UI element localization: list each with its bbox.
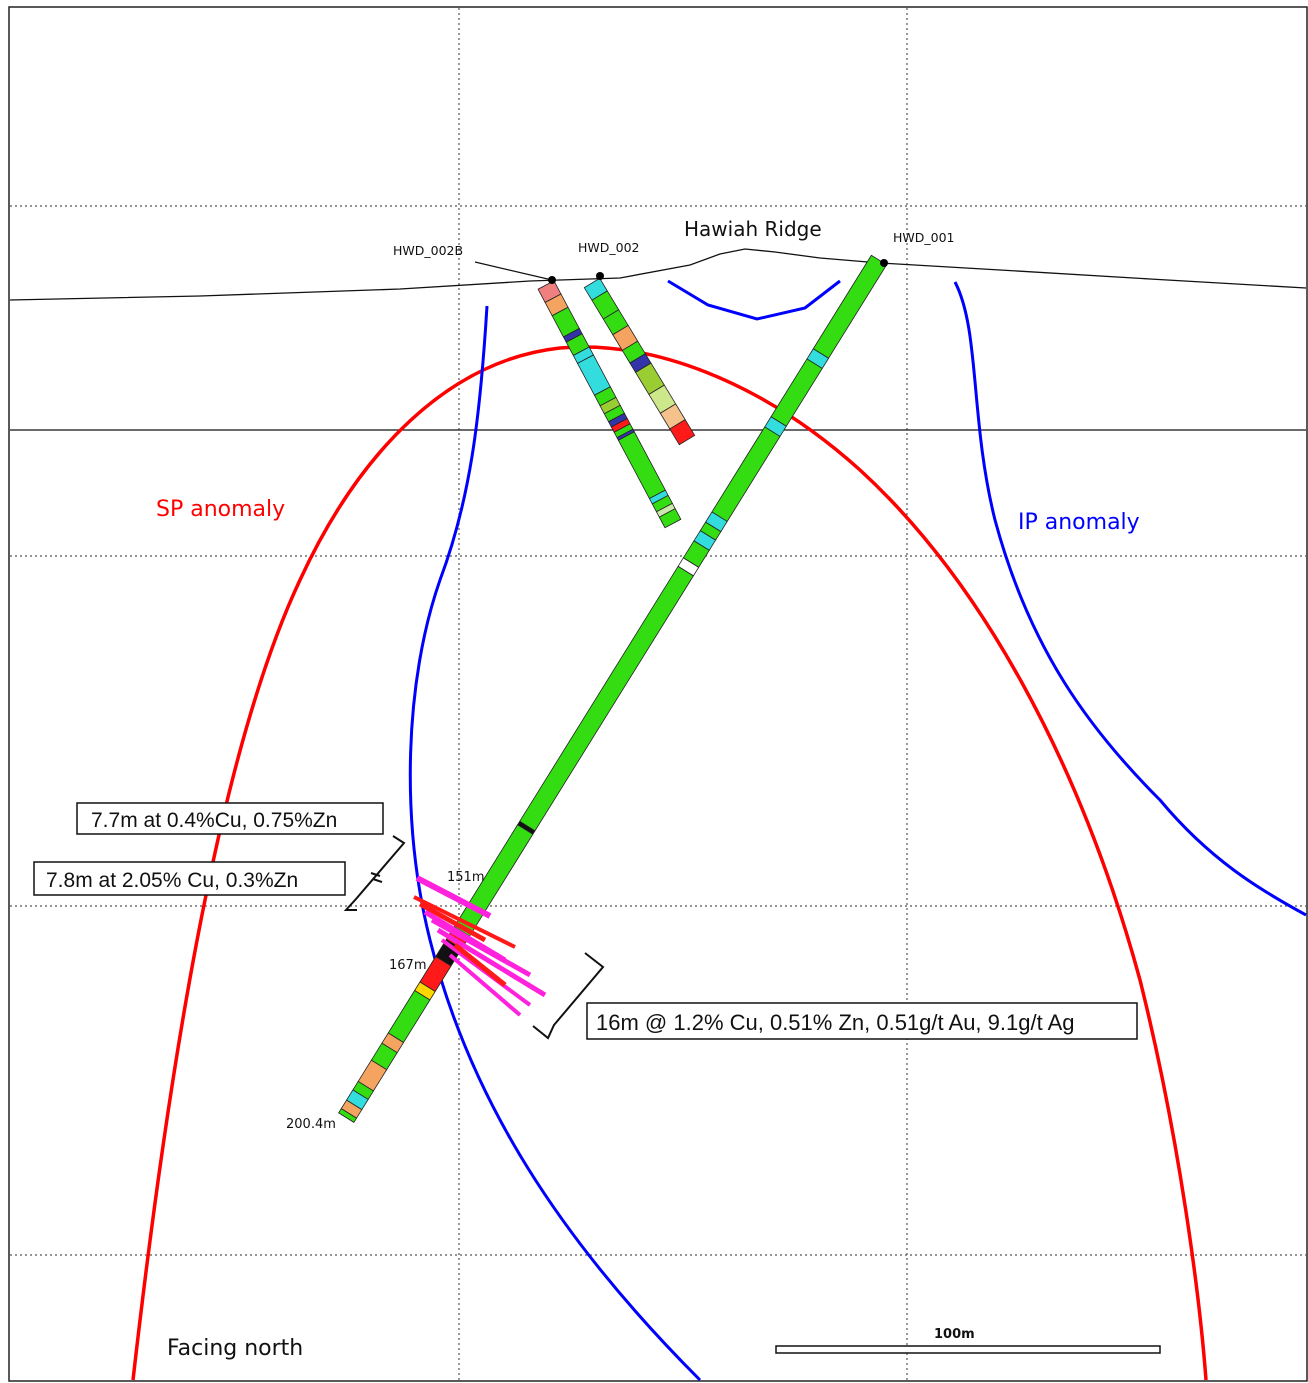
bracket-upper	[343, 835, 406, 911]
assay-bar	[418, 901, 487, 943]
frame	[8, 6, 1308, 1382]
orientation-label: Facing north	[167, 1336, 303, 1361]
hwd-002-label: HWD_002	[578, 240, 640, 255]
sp-anomaly-contour	[131, 345, 1208, 1381]
assay-bar	[413, 895, 516, 949]
intercept-upper-box	[76, 802, 384, 835]
assay-bar	[448, 953, 522, 1017]
hwd-002b-collar	[548, 276, 556, 284]
hwd-001-collar	[880, 259, 888, 267]
intercept-middle: 7.8m at 2.05% Cu, 0.3%Zn	[46, 869, 298, 892]
bracket-main	[532, 952, 605, 1040]
depth-200m: 200.4m	[286, 1117, 336, 1132]
intercept-main: 16m @ 1.2% Cu, 0.51% Zn, 0.51g/t Au, 9.1…	[596, 1010, 1075, 1035]
assay-bar	[415, 875, 492, 919]
scale-bar-label: 100m	[934, 1327, 975, 1342]
topography-profile	[9, 248, 1307, 301]
hwd-001-interval	[338, 1108, 358, 1123]
assay-bar	[430, 917, 532, 978]
hwd-002b-interval	[658, 508, 682, 529]
ip-anomaly-label: IP anomaly	[1018, 510, 1140, 535]
scale-bar	[775, 1345, 1161, 1354]
depth-151m: 151m	[447, 870, 484, 885]
bracket-middle-tick-2	[372, 878, 383, 883]
ip-anomaly-contour-left	[408, 305, 702, 1382]
hwd-002b-label: HWD_002B	[393, 243, 463, 258]
assay-bar	[453, 943, 507, 987]
ridge-label: Hawiah Ridge	[684, 217, 822, 241]
sp-anomaly-label: SP anomaly	[156, 497, 285, 522]
drillhole-traces	[338, 254, 888, 1123]
hwd-002-collar	[596, 272, 604, 280]
intercept-main-box	[586, 1002, 1138, 1040]
assay-bar	[436, 927, 547, 998]
ip-anomaly-contour-right	[953, 281, 1307, 917]
assay-bars	[413, 875, 547, 1017]
ip-anomaly-contour-top	[667, 279, 841, 321]
hwd-002b-leader	[474, 261, 553, 281]
grid	[10, 8, 1306, 1380]
hwd-001-label: HWD_001	[893, 230, 955, 245]
bracket-middle-tick	[370, 872, 381, 877]
depth-167m: 167m	[389, 958, 426, 973]
hwd-002-interval	[669, 419, 696, 446]
intercept-upper: 7.7m at 0.4%Cu, 0.75%Zn	[91, 809, 337, 832]
intercept-middle-box	[33, 861, 346, 896]
